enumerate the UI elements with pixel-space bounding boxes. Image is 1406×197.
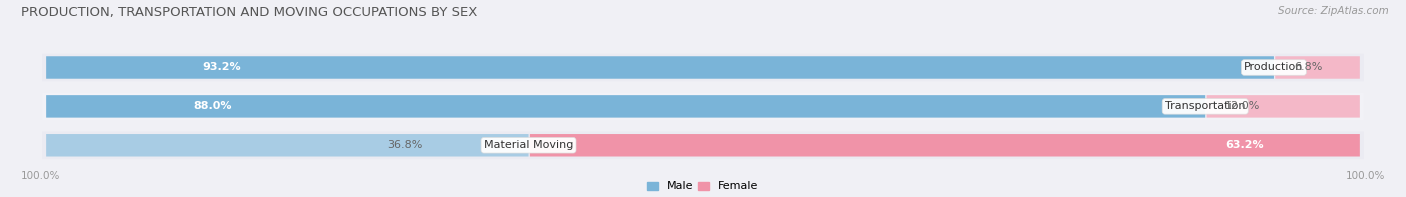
Text: 63.2%: 63.2% [1225,140,1264,150]
Text: 93.2%: 93.2% [202,62,240,72]
FancyBboxPatch shape [46,134,529,156]
FancyBboxPatch shape [42,131,1364,159]
FancyBboxPatch shape [42,54,1364,81]
Text: 100.0%: 100.0% [21,171,60,181]
FancyBboxPatch shape [530,134,1360,156]
Text: 6.8%: 6.8% [1294,62,1322,72]
Text: Material Moving: Material Moving [484,140,574,150]
Legend: Male, Female: Male, Female [647,181,759,191]
FancyBboxPatch shape [46,95,1205,118]
Text: PRODUCTION, TRANSPORTATION AND MOVING OCCUPATIONS BY SEX: PRODUCTION, TRANSPORTATION AND MOVING OC… [21,6,478,19]
Text: Source: ZipAtlas.com: Source: ZipAtlas.com [1278,6,1389,16]
Text: 12.0%: 12.0% [1225,101,1260,111]
FancyBboxPatch shape [42,93,1364,120]
Text: 88.0%: 88.0% [194,101,232,111]
FancyBboxPatch shape [1275,56,1360,79]
Text: 100.0%: 100.0% [1346,171,1385,181]
FancyBboxPatch shape [1206,95,1360,118]
FancyBboxPatch shape [46,56,1274,79]
Text: 36.8%: 36.8% [388,140,423,150]
Text: Production: Production [1244,62,1303,72]
Text: Transportation: Transportation [1166,101,1246,111]
